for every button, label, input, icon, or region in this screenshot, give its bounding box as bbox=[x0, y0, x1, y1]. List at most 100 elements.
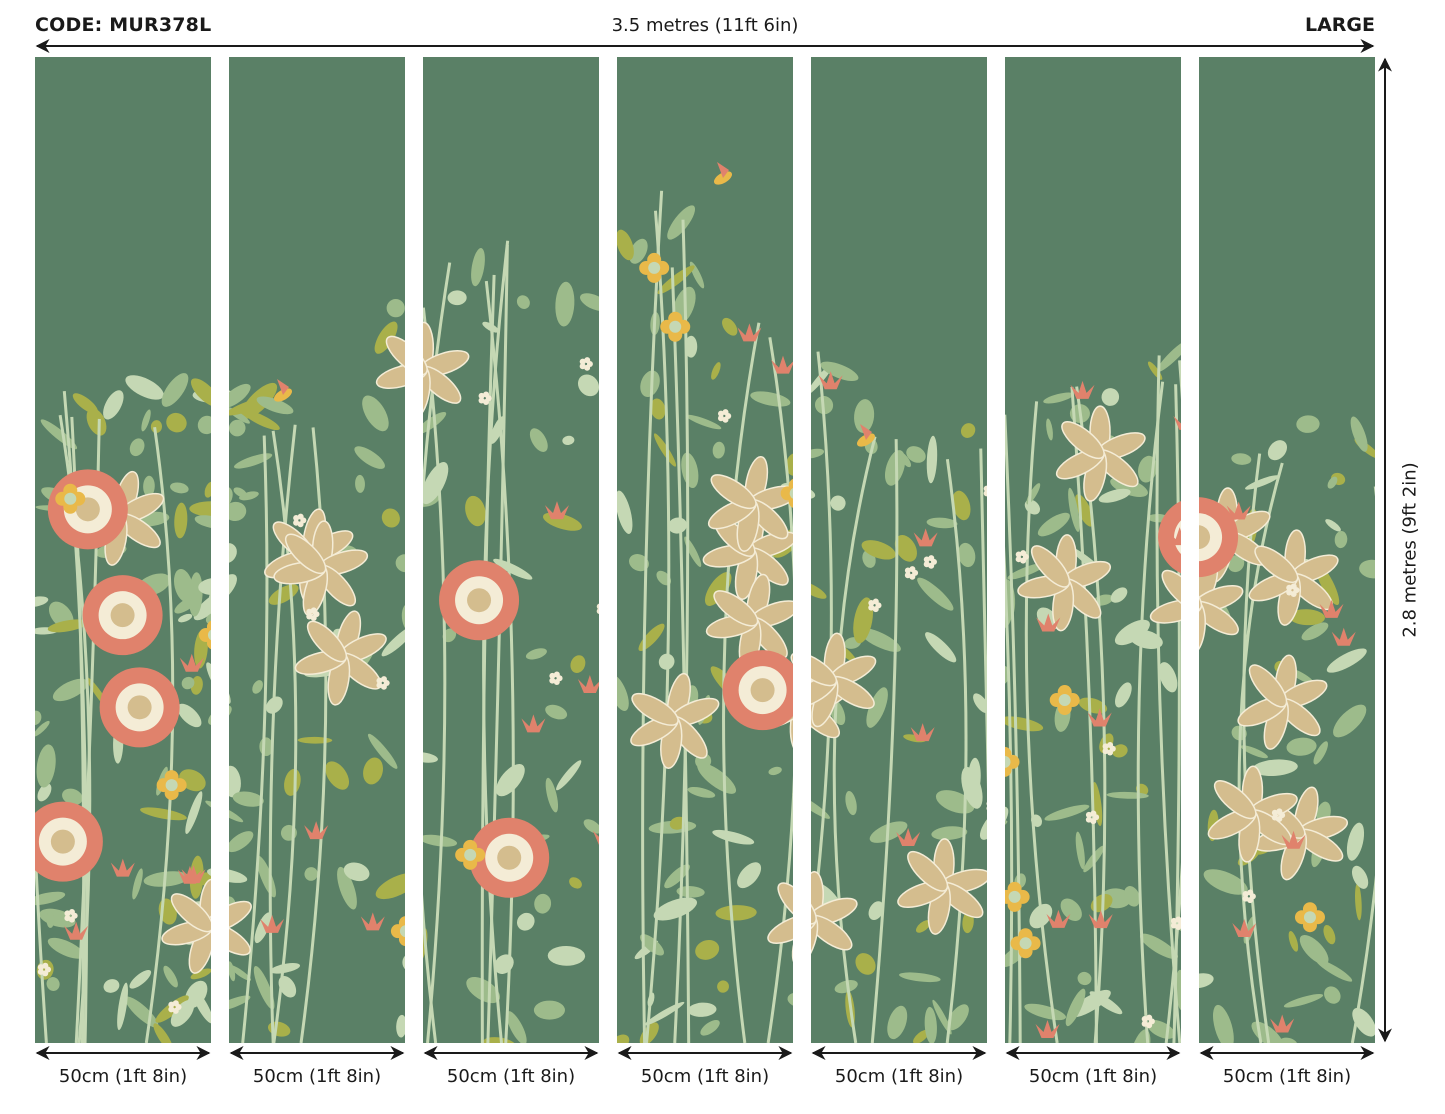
yellow-flower-centre bbox=[165, 779, 178, 792]
leaf bbox=[161, 373, 189, 407]
leaf bbox=[676, 886, 705, 898]
small-flower bbox=[988, 513, 995, 520]
small-flower bbox=[1290, 583, 1297, 590]
leaf bbox=[185, 791, 203, 834]
lily-petal bbox=[713, 590, 759, 627]
leaf bbox=[47, 619, 88, 633]
tulip bbox=[913, 528, 938, 547]
leaf bbox=[855, 953, 876, 975]
leaf bbox=[252, 680, 263, 694]
tulip bbox=[304, 821, 329, 840]
leaf bbox=[125, 375, 164, 400]
leaf bbox=[493, 558, 533, 580]
leaf bbox=[103, 979, 120, 993]
leaf bbox=[562, 435, 575, 446]
leaf bbox=[981, 1047, 993, 1062]
leaf bbox=[650, 398, 666, 420]
leaf bbox=[1252, 759, 1298, 777]
leaf bbox=[1068, 487, 1080, 532]
yellow-flower-petal bbox=[796, 486, 811, 501]
small-flower bbox=[990, 488, 997, 495]
tulip bbox=[544, 501, 569, 520]
small-flower bbox=[988, 491, 995, 498]
leaf bbox=[62, 788, 83, 806]
leaf bbox=[1227, 555, 1245, 573]
leaf bbox=[132, 868, 143, 900]
size-label: LARGE bbox=[1304, 14, 1375, 36]
leaf bbox=[86, 408, 107, 436]
small-flower bbox=[293, 515, 300, 522]
leaf bbox=[363, 757, 384, 785]
stem bbox=[1172, 384, 1181, 1043]
stem bbox=[1237, 462, 1284, 1043]
leaf bbox=[577, 374, 600, 397]
leaf bbox=[1112, 744, 1128, 758]
bird-wing bbox=[717, 162, 729, 178]
small-flower bbox=[1242, 895, 1249, 902]
leaf bbox=[845, 790, 857, 816]
small-flower bbox=[168, 1006, 175, 1013]
small-flower bbox=[1141, 1020, 1148, 1027]
small-flower bbox=[380, 676, 387, 683]
leaf bbox=[1313, 741, 1328, 765]
tulip bbox=[179, 653, 204, 672]
small-flower bbox=[1170, 922, 1177, 929]
lily-petal bbox=[907, 850, 949, 892]
leaf bbox=[570, 655, 586, 674]
tulip bbox=[1087, 708, 1112, 727]
small-flower bbox=[722, 409, 729, 416]
leaf bbox=[926, 435, 938, 484]
leaf bbox=[697, 762, 737, 794]
rose-core bbox=[1186, 525, 1211, 550]
leaf bbox=[117, 982, 128, 1031]
leaf bbox=[712, 441, 725, 459]
leaf bbox=[695, 939, 720, 960]
small-flower bbox=[306, 608, 313, 615]
small-flower bbox=[1085, 816, 1092, 823]
leaf bbox=[166, 412, 187, 433]
lily-petal bbox=[1030, 545, 1071, 588]
stem bbox=[722, 322, 761, 1043]
leaf bbox=[915, 920, 931, 933]
small-flower bbox=[603, 605, 610, 612]
leaf bbox=[664, 864, 690, 889]
stem bbox=[486, 244, 509, 1043]
leaf bbox=[547, 945, 586, 966]
small-flower bbox=[904, 567, 911, 574]
leaf bbox=[866, 687, 888, 728]
tulip bbox=[64, 921, 89, 940]
panel-width-label: 50cm (1ft 8in) bbox=[1222, 1066, 1352, 1087]
small-flower bbox=[306, 613, 313, 620]
leaf bbox=[1315, 959, 1353, 982]
leaf bbox=[36, 744, 56, 788]
small-flower bbox=[376, 677, 383, 684]
leaf bbox=[216, 890, 229, 901]
lily-petal bbox=[1254, 545, 1299, 584]
leaf bbox=[525, 648, 547, 660]
leaf bbox=[1355, 883, 1362, 921]
lily-petal bbox=[790, 656, 813, 711]
tulip bbox=[910, 723, 935, 742]
small-flower bbox=[993, 519, 1000, 526]
leaf bbox=[325, 761, 350, 790]
leaf bbox=[681, 452, 699, 489]
total-width-label: 3.5 metres (11ft 6in) bbox=[611, 15, 799, 36]
panel-width-label: 50cm (1ft 8in) bbox=[834, 1066, 964, 1087]
leaf bbox=[516, 295, 530, 309]
leaf bbox=[226, 831, 254, 853]
small-flower bbox=[64, 910, 71, 917]
tulip bbox=[1270, 1014, 1295, 1033]
leaf bbox=[533, 1000, 565, 1020]
tulip bbox=[1232, 919, 1257, 938]
leaf bbox=[629, 554, 649, 572]
leaf bbox=[700, 1019, 720, 1036]
leaf bbox=[958, 542, 976, 568]
leaf bbox=[988, 965, 1001, 996]
small-flower bbox=[172, 1000, 179, 1007]
leaf bbox=[952, 490, 971, 521]
leaf bbox=[1212, 1004, 1234, 1043]
small-flower bbox=[37, 964, 44, 971]
small-flower bbox=[310, 607, 317, 614]
small-flower bbox=[923, 556, 930, 563]
small-flower bbox=[1175, 916, 1182, 923]
